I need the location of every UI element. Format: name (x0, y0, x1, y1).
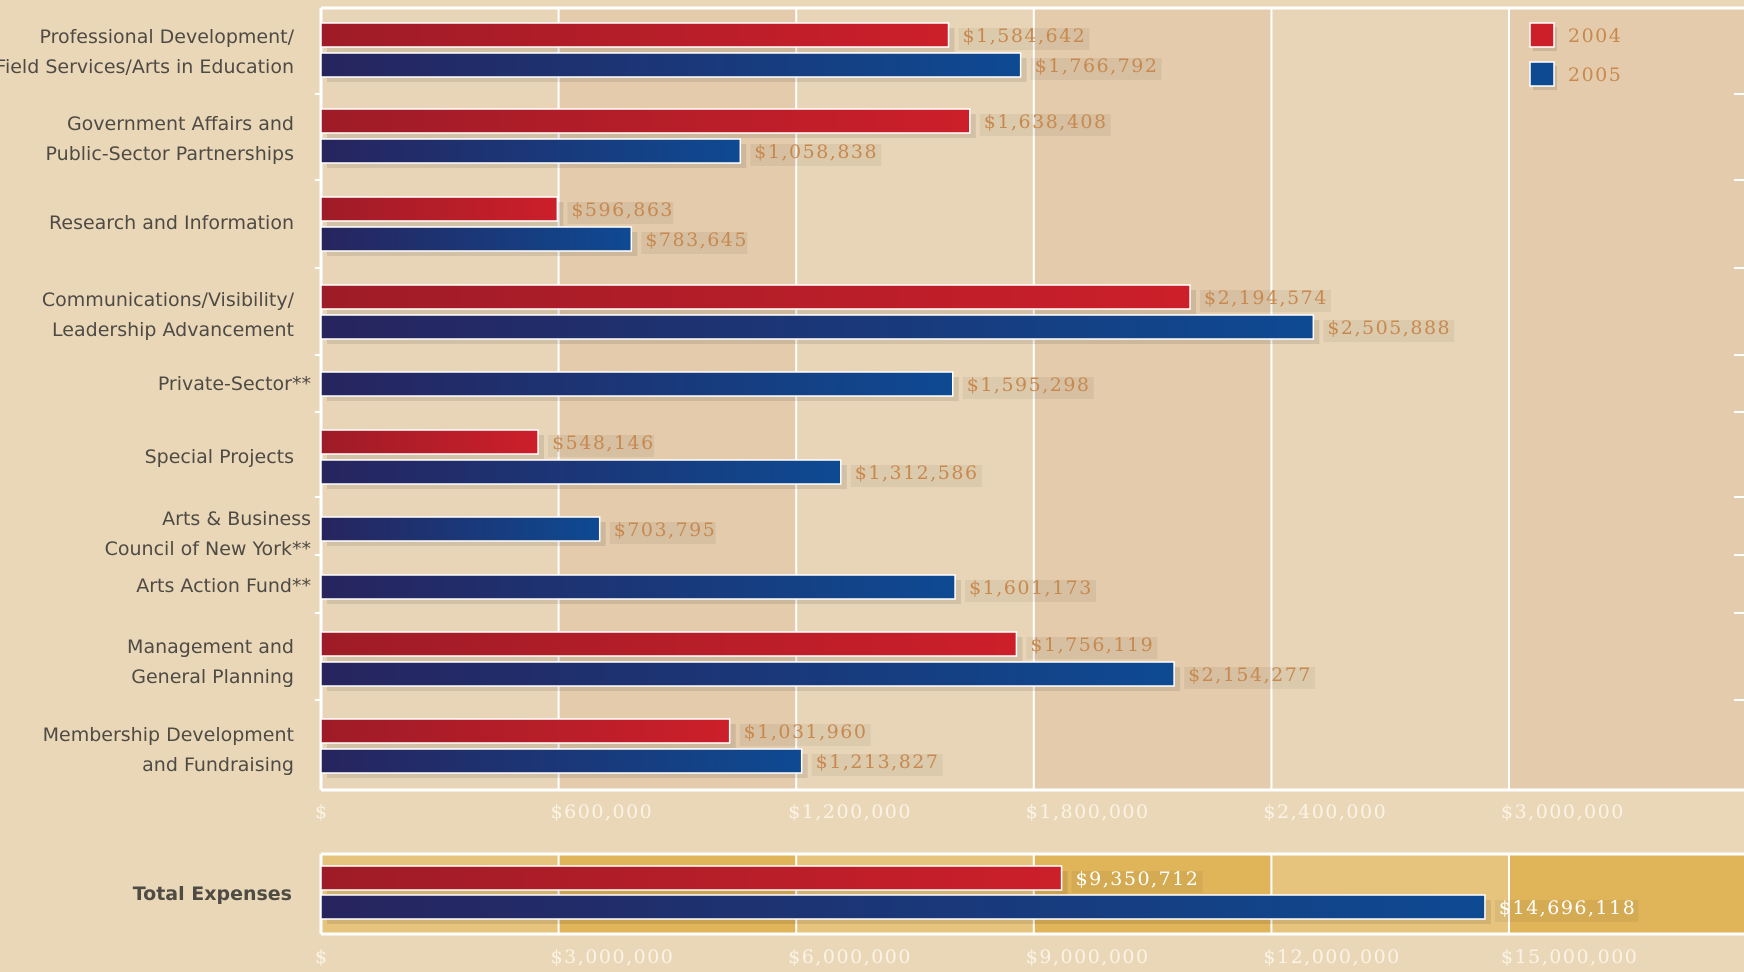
value-label-backdrop (1200, 290, 1332, 312)
bar-2005 (320, 226, 633, 252)
total-expenses-label: Total Expenses (133, 883, 292, 905)
value-label-backdrop (641, 232, 748, 254)
x-tick-label: $ (315, 946, 329, 967)
value-label-2005: $1,312,586 (855, 462, 979, 484)
value-label-backdrop (548, 435, 655, 457)
bar-2005 (320, 459, 842, 485)
bar-2004 (320, 22, 950, 48)
value-label-2004: $1,031,960 (744, 721, 868, 743)
bar-2005 (320, 516, 601, 542)
category-label: Private-Sector** (158, 373, 311, 395)
bar-2004 (320, 284, 1191, 310)
value-label-2005: $783,645 (645, 229, 748, 251)
value-label-backdrop (811, 754, 943, 776)
category-label: Communications/Visibility/ (42, 289, 295, 311)
category-label: Council of New York** (105, 538, 311, 560)
plot-band (1271, 854, 1509, 934)
value-label-backdrop (1071, 871, 1203, 893)
plot-band (1033, 8, 1272, 790)
category-label: General Planning (131, 666, 294, 688)
value-label-2004: $548,146 (552, 432, 655, 454)
value-label-2005: $1,213,827 (816, 751, 940, 773)
bar-2004 (320, 196, 559, 222)
value-label-2005: $703,795 (614, 519, 717, 541)
x-tick-label: $600,000 (551, 801, 654, 823)
value-label-2005: $14,696,118 (1499, 897, 1636, 919)
value-label-backdrop (750, 144, 882, 166)
plot-band (1509, 8, 1744, 790)
plot-band (796, 8, 1034, 790)
bar-2004 (320, 429, 539, 455)
value-label-2004: $1,584,642 (963, 25, 1087, 47)
value-label-backdrop (958, 28, 1090, 50)
value-label-backdrop (1184, 667, 1316, 689)
value-label-2004: $1,756,119 (1030, 634, 1154, 656)
legend-swatch-2004 (1529, 22, 1555, 48)
legend-label: 2004 (1568, 25, 1622, 47)
x-tick-label: $2,400,000 (1263, 801, 1387, 823)
category-label: Research and Information (49, 212, 294, 234)
category-label: Special Projects (145, 446, 294, 468)
category-label: Professional Development/ (39, 26, 294, 48)
legend-swatch-2005 (1529, 61, 1555, 87)
value-label-2005: $1,601,173 (969, 577, 1093, 599)
category-label: Leadership Advancement (52, 319, 294, 341)
category-label: Arts Action Fund** (136, 575, 311, 597)
plot-band (1271, 8, 1509, 790)
bar-2004 (320, 108, 971, 134)
value-label-backdrop (1026, 637, 1158, 659)
plot-band (1509, 854, 1744, 934)
x-tick-label: $15,000,000 (1501, 946, 1638, 967)
value-label-2005: $1,595,298 (967, 374, 1091, 396)
value-label-2004: $9,350,712 (1076, 868, 1200, 890)
value-label-2004: $1,638,408 (984, 111, 1108, 133)
bar-2005 (320, 371, 954, 397)
x-tick-label: $12,000,000 (1263, 946, 1400, 967)
value-label-2004: $2,194,574 (1204, 287, 1328, 309)
category-label: Membership Development (43, 724, 294, 746)
x-tick-label: $9,000,000 (1026, 946, 1150, 967)
bar-2005 (320, 138, 742, 164)
x-tick-label: $ (315, 801, 329, 823)
category-label: Field Services/Arts in Education (0, 56, 294, 78)
value-label-2005: $2,154,277 (1188, 664, 1312, 686)
value-label-2005: $2,505,888 (1327, 317, 1451, 339)
value-label-backdrop (609, 522, 716, 544)
value-label-backdrop (965, 580, 1097, 602)
x-tick-label: $1,800,000 (1026, 801, 1150, 823)
value-label-2005: $1,766,792 (1035, 55, 1159, 77)
value-label-backdrop (850, 465, 982, 487)
plot-band (1033, 854, 1272, 934)
bar-2005 (320, 661, 1175, 687)
value-label-backdrop (1323, 320, 1455, 342)
category-label: Government Affairs and (67, 113, 294, 135)
x-tick-label: $3,000,000 (551, 946, 675, 967)
value-label-2004: $596,863 (571, 199, 674, 221)
category-label: Management and (127, 636, 294, 658)
bar-2004 (320, 865, 1063, 891)
value-label-backdrop (979, 114, 1111, 136)
bar-2004 (320, 718, 731, 744)
bar-2005 (320, 574, 956, 600)
bar-2005 (320, 52, 1022, 78)
value-label-backdrop (739, 724, 871, 746)
category-label: Arts & Business (162, 508, 311, 530)
value-label-2005: $1,058,838 (754, 141, 878, 163)
legend-label: 2005 (1568, 64, 1622, 86)
bar-2005 (320, 748, 803, 774)
bar-2005 (320, 314, 1315, 340)
value-label-backdrop (962, 377, 1094, 399)
bar-2005 (320, 894, 1486, 920)
category-label: Public-Sector Partnerships (46, 143, 294, 165)
value-label-backdrop (567, 202, 674, 224)
x-tick-label: $6,000,000 (788, 946, 912, 967)
x-tick-label: $1,200,000 (788, 801, 912, 823)
value-label-backdrop (1030, 58, 1162, 80)
bar-2004 (320, 631, 1018, 657)
value-label-backdrop (1494, 900, 1639, 922)
x-tick-label: $3,000,000 (1501, 801, 1625, 823)
category-label: and Fundraising (142, 754, 294, 776)
